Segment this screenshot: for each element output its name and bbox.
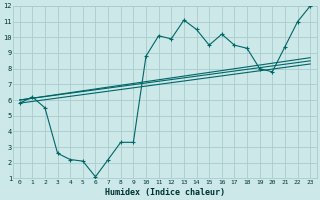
X-axis label: Humidex (Indice chaleur): Humidex (Indice chaleur) bbox=[105, 188, 225, 197]
